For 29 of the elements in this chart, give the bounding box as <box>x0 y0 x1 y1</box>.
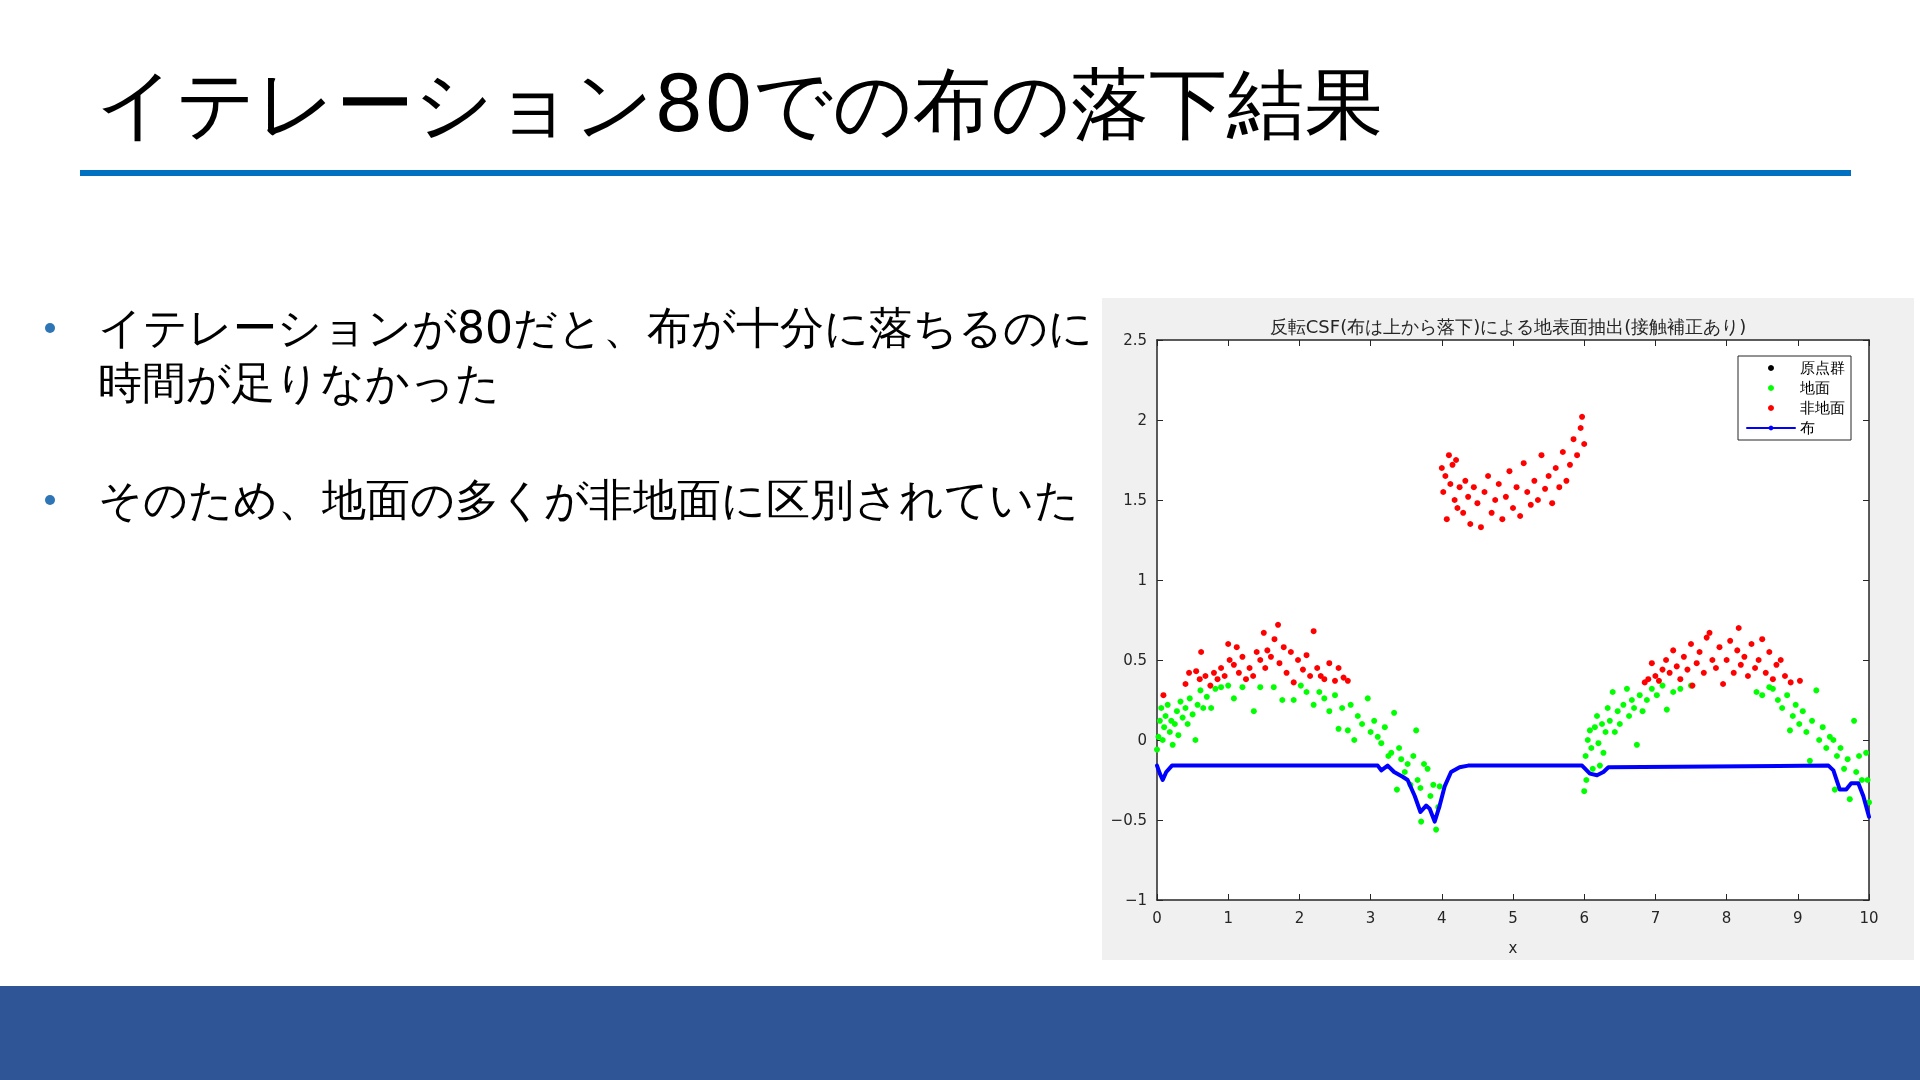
x-axis-title: x <box>1508 938 1518 957</box>
x-tick-label: 0 <box>1152 908 1162 927</box>
y-tick-label: 2 <box>1137 411 1147 429</box>
x-tick-label: 4 <box>1437 908 1447 927</box>
legend-label: 布 <box>1800 419 1815 437</box>
x-tick-label: 8 <box>1721 908 1732 927</box>
y-tick-label: 0.5 <box>1123 651 1147 669</box>
line-series <box>1155 763 1871 824</box>
legend-label: 原点群 <box>1800 359 1845 377</box>
legend-label: 地面 <box>1799 379 1830 397</box>
y-tick-label: 2.5 <box>1123 331 1147 349</box>
x-tick-label: 6 <box>1579 908 1589 927</box>
chart-subtitle: 反転CSF(布は上から落下)による地表面抽出(接触補正あり) <box>1269 315 1747 337</box>
x-tick-label: 7 <box>1650 908 1661 927</box>
text: そのため、地面の多くが非地面に区別されていた <box>98 474 1079 525</box>
y-tick-label: 0 <box>1137 731 1147 749</box>
x-tick-label: 1 <box>1223 908 1233 927</box>
y-tick-label: −1 <box>1124 891 1147 909</box>
chart-title: イテレーション80での布の落下結果 <box>96 58 1384 150</box>
legend-label: 非地面 <box>1800 399 1845 417</box>
y-tick-label: 1.5 <box>1123 491 1147 509</box>
x-tick-label: 5 <box>1508 908 1518 927</box>
y-tick-label: −0.5 <box>1110 811 1147 829</box>
x-tick-label: 2 <box>1294 908 1305 927</box>
x-tick-label: 10 <box>1859 908 1879 927</box>
text: イテレーションが80だと、布が十分に落ちるのに時間が足りなかった <box>98 302 1093 408</box>
y-tick-label: 1 <box>1137 571 1147 589</box>
x-tick-label: 9 <box>1793 908 1803 927</box>
x-tick-label: 3 <box>1365 908 1376 927</box>
